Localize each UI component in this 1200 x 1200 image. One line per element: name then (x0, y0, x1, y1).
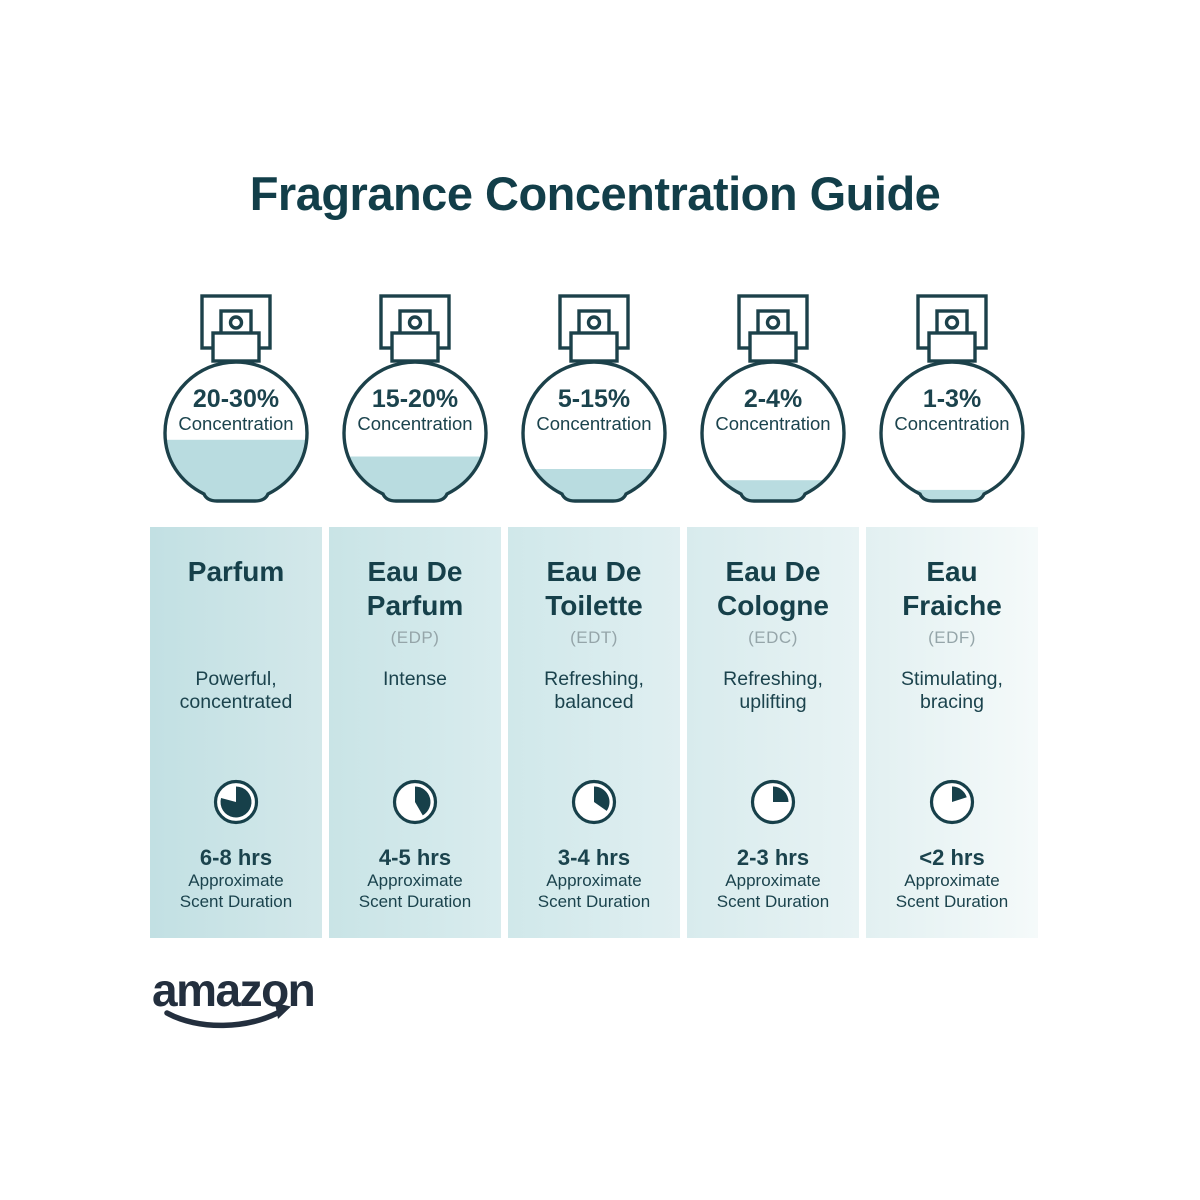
clock-icon (929, 779, 975, 825)
clock-icon (392, 779, 438, 825)
spray-cap-icon (558, 294, 630, 363)
fragrance-abbreviation: (EDC) (748, 628, 798, 647)
concentration-label: Concentration (178, 413, 293, 434)
bottle-outline (879, 360, 1025, 503)
perfume-bottle-edf: 1-3% Concentration (879, 294, 1025, 503)
page-title: Fragrance Concentration Guide (249, 167, 941, 220)
amazon-smile-arrowhead (275, 1003, 291, 1019)
concentration-value: 20-30% (193, 385, 279, 413)
liquid-fill (344, 456, 486, 501)
perfume-bottle-edp: 15-20% Concentration (342, 294, 488, 503)
spray-cap-icon (379, 294, 451, 363)
perfume-bottle-parfum: 20-30% Concentration (163, 294, 309, 503)
clock-icon (213, 779, 259, 825)
perfume-bottle-edt: 5-15% Concentration (521, 294, 667, 503)
clock-icon (571, 779, 617, 825)
scent-duration-value: 3-4 hrs (557, 845, 631, 870)
scent-duration-caption: Approximate Scent Duration (179, 871, 293, 911)
fragrance-name: Eau De Toilette (545, 556, 643, 621)
fragrance-description: Stimulating, bracing (901, 668, 1003, 713)
concentration-value: 5-15% (558, 385, 630, 413)
perfume-bottle-edc: 2-4% Concentration (700, 294, 846, 503)
bottle-body (523, 362, 665, 501)
column-eau-de-parfum: Eau De Parfum (EDP) Intense 4-5 hrs Appr… (329, 527, 501, 938)
concentration-value: 2-4% (744, 385, 802, 413)
column-eau-de-cologne: Eau De Cologne (EDC) Refreshing, uplifti… (687, 527, 859, 938)
bottle-outline (342, 360, 488, 503)
spray-cap-icon (737, 294, 809, 363)
concentration-label: Concentration (536, 413, 651, 434)
amazon-logo: amazon (152, 964, 316, 1029)
bottle-body (702, 362, 844, 501)
scent-duration-caption: Approximate Scent Duration (537, 871, 651, 911)
bottle-body (881, 362, 1023, 501)
fragrance-name: Parfum (187, 556, 285, 587)
scent-duration-caption: Approximate Scent Duration (716, 871, 830, 911)
concentration-value: 1-3% (923, 385, 981, 413)
fragrance-name: Eau De Parfum (366, 556, 464, 621)
scent-duration-value: <2 hrs (919, 845, 985, 870)
scent-duration-caption: Approximate Scent Duration (895, 871, 1009, 911)
fragrance-name: Eau Fraiche (902, 556, 1002, 621)
column-eau-de-toilette: Eau De Toilette (EDT) Refreshing, balanc… (508, 527, 680, 938)
scent-duration-value: 6-8 hrs (199, 845, 273, 870)
concentration-value: 15-20% (372, 385, 458, 413)
concentration-label: Concentration (715, 413, 830, 434)
clock-icon (750, 779, 796, 825)
fragrance-abbreviation: (EDT) (570, 628, 618, 647)
liquid-fill (881, 489, 1023, 501)
fragrance-name: Eau De Cologne (717, 556, 829, 621)
fragrance-abbreviation: (EDP) (390, 628, 440, 647)
fragrance-description: Powerful, concentrated (179, 668, 293, 713)
scent-duration-value: 2-3 hrs (736, 845, 810, 870)
bottle-outline (163, 360, 309, 503)
spray-cap-icon (200, 294, 272, 363)
column-eau-fraiche: Eau Fraiche (EDF) Stimulating, bracing <… (866, 527, 1038, 938)
fragrance-description: Refreshing, uplifting (723, 668, 823, 713)
concentration-label: Concentration (357, 413, 472, 434)
scent-duration-value: 4-5 hrs (378, 845, 452, 870)
amazon-smile-icon (164, 1007, 286, 1029)
bottle-outline (700, 360, 846, 503)
spray-cap-icon (916, 294, 988, 363)
amazon-wordmark: amazon (152, 964, 314, 1016)
scent-duration-caption: Approximate Scent Duration (358, 871, 472, 911)
column-parfum: Parfum Powerful, concentrated 6-8 hrs Ap… (150, 527, 322, 938)
liquid-fill (165, 439, 307, 501)
bottle-outline (521, 360, 667, 503)
fragrance-description: Refreshing, balanced (544, 668, 644, 713)
fragrance-abbreviation: (EDF) (928, 628, 976, 647)
concentration-label: Concentration (894, 413, 1009, 434)
fragrance-description: Intense (383, 668, 447, 690)
